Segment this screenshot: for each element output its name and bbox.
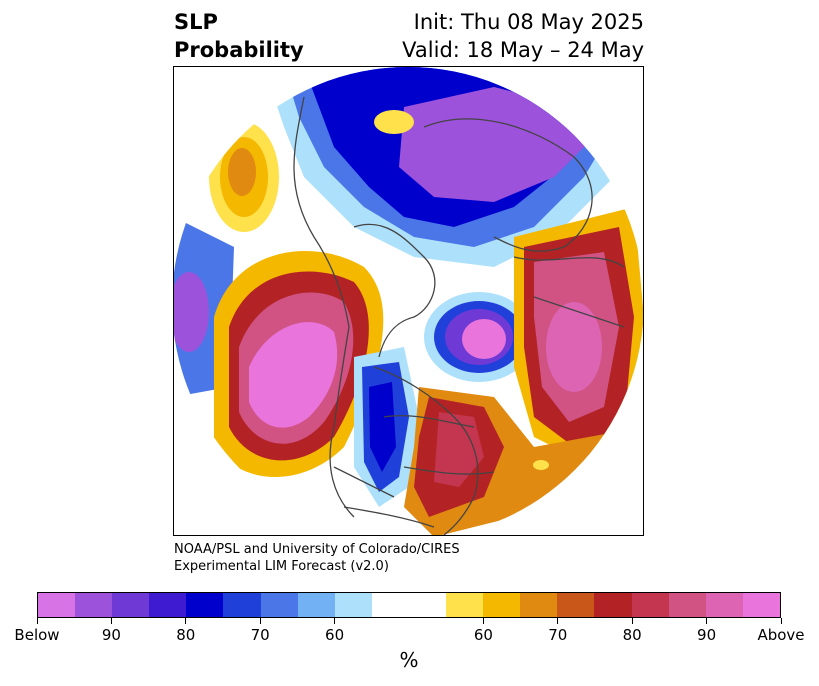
colorbar-segment <box>483 593 521 617</box>
colorbar-segment <box>705 593 743 617</box>
coastlines <box>293 96 625 535</box>
colorbar-tick <box>334 618 336 624</box>
colorbar-segment <box>631 593 669 617</box>
colorbar-tick <box>631 618 633 624</box>
colorbar-tick-label: 80 <box>622 626 642 644</box>
colorbar-segment <box>38 593 76 617</box>
colorbar-tick-label: Below <box>14 626 60 644</box>
colorbar <box>37 592 781 618</box>
colorbar-tick-label: 90 <box>101 626 121 644</box>
colorbar-tick <box>185 618 187 624</box>
colorbar-segment <box>297 593 335 617</box>
probability-map <box>173 66 644 536</box>
colorbar-units: % <box>399 648 419 672</box>
probability-field <box>174 67 643 535</box>
colorbar-segment <box>223 593 261 617</box>
colorbar-segment <box>594 593 632 617</box>
colorbar-segment <box>557 593 595 617</box>
colorbar-tick-label: 90 <box>697 626 717 644</box>
title-quantity: Probability <box>174 38 304 62</box>
colorbar-segment <box>260 593 298 617</box>
colorbar-segment <box>668 593 706 617</box>
colorbar-segment <box>75 593 113 617</box>
colorbar-segment <box>112 593 150 617</box>
colorbar-tick-label: Above <box>757 626 805 644</box>
colorbar-tick <box>706 618 708 624</box>
credits: NOAA/PSL and University of Colorado/CIRE… <box>174 541 460 575</box>
credits-line1: NOAA/PSL and University of Colorado/CIRE… <box>174 542 460 557</box>
credits-line2: Experimental LIM Forecast (v2.0) <box>174 559 389 574</box>
colorbar-tick-label: 80 <box>176 626 196 644</box>
colorbar-segment <box>520 593 558 617</box>
colorbar-segment <box>742 593 780 617</box>
colorbar-segment <box>186 593 224 617</box>
colorbar-tick <box>259 618 261 624</box>
colorbar-tick <box>36 618 38 624</box>
colorbar-tick <box>482 618 484 624</box>
colorbar-tick-label: 60 <box>325 626 345 644</box>
colorbar-tick <box>780 618 782 624</box>
colorbar-segment <box>149 593 187 617</box>
colorbar-tick-label: 70 <box>548 626 568 644</box>
polar-map-svg <box>174 67 643 535</box>
title-variable: SLP <box>174 10 218 34</box>
colorbar-segment <box>371 593 447 617</box>
colorbar-tick-label: 70 <box>250 626 270 644</box>
valid-range: Valid: 18 May – 24 May <box>402 38 644 62</box>
colorbar-segment <box>334 593 372 617</box>
colorbar-tick <box>557 618 559 624</box>
colorbar-tick <box>110 618 112 624</box>
colorbar-tick-label: 60 <box>473 626 493 644</box>
init-date: Init: Thu 08 May 2025 <box>413 10 644 34</box>
map-title: SLP Probability <box>174 8 304 64</box>
forecast-dates: Init: Thu 08 May 2025 Valid: 18 May – 24… <box>402 8 644 64</box>
greenland-above-patch <box>374 110 414 134</box>
arctic-below-90 <box>399 87 594 202</box>
colorbar-segment <box>446 593 484 617</box>
